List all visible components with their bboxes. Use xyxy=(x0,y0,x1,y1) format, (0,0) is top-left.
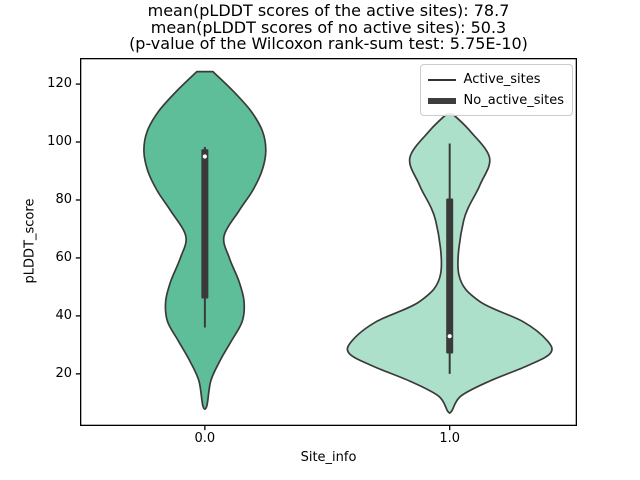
y-tick-label-20: 20 xyxy=(55,365,72,381)
y-tick-label-40: 40 xyxy=(55,307,72,323)
title-line-mean-active: mean(pLDDT scores of the active sites): … xyxy=(147,1,510,20)
title-line-mean-no-active: mean(pLDDT scores of no active sites): 5… xyxy=(150,17,507,37)
thick-line-key-icon xyxy=(427,97,456,104)
plot-area: Active_sites No_active_sites xyxy=(75,57,578,431)
y-tick-label-120: 120 xyxy=(47,76,72,92)
legend-label-active-sites: Active_sites xyxy=(463,72,541,87)
violin-chart-canvas xyxy=(75,57,578,431)
legend: Active_sites No_active_sites xyxy=(419,64,573,116)
thin-line-key-icon xyxy=(427,78,456,81)
iqr-box-0.0 xyxy=(201,149,209,299)
y-tick-label-100: 100 xyxy=(47,134,72,150)
x-tick-label-0.0: 0.0 xyxy=(194,431,216,446)
chart-title: mean(pLDDT scores of the active sites): … xyxy=(80,1,577,53)
plot-frame-border xyxy=(79,57,578,427)
title-line-p-value: (p-value of the Wilcoxon rank-sum test: … xyxy=(129,34,528,53)
x-axis-label: Site_info xyxy=(300,450,357,465)
legend-entry-active-sites: Active_sites xyxy=(427,71,564,88)
y-tick-label-60: 60 xyxy=(55,249,72,265)
legend-entry-no-active-sites: No_active_sites xyxy=(427,92,564,109)
legend-label-no-active-sites: No_active_sites xyxy=(463,93,564,108)
median-dot-0.0 xyxy=(202,154,207,159)
median-dot-1.0 xyxy=(447,334,452,339)
x-tick-label-1.0: 1.0 xyxy=(439,431,461,446)
y-tick-label-80: 80 xyxy=(55,191,72,207)
iqr-box-1.0 xyxy=(446,198,454,354)
y-axis-label: pLDDT_score xyxy=(22,198,38,284)
